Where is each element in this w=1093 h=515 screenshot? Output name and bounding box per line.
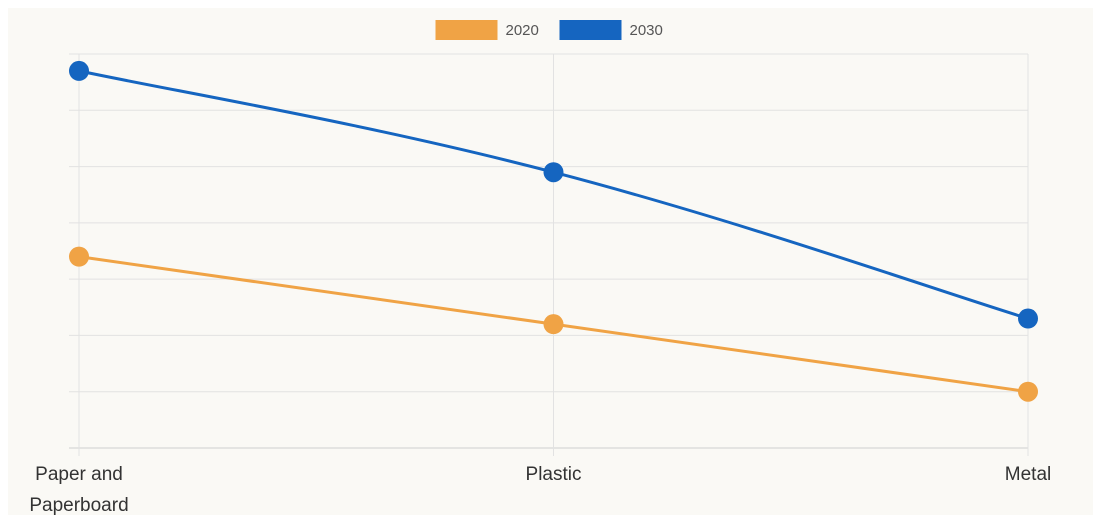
- x-tick-label: Metal: [1005, 464, 1051, 485]
- data-point-2030-0[interactable]: [69, 60, 89, 81]
- data-point-2020-2[interactable]: [1018, 381, 1038, 402]
- legend-label: 2020: [506, 22, 539, 39]
- legend-swatch: [435, 20, 498, 40]
- series-2030: [69, 60, 1038, 329]
- x-axis-ticks: Paper and Paperboard Plastic Metal: [29, 464, 1051, 515]
- legend-item-2030[interactable]: 2030: [559, 20, 663, 40]
- x-tick-label: Paper and Paperboard: [29, 464, 128, 515]
- series-2020: [69, 246, 1038, 402]
- data-point-2020-0[interactable]: [69, 246, 89, 267]
- data-point-2020-1[interactable]: [543, 314, 564, 335]
- data-point-2030-2[interactable]: [1018, 308, 1038, 329]
- x-tick-label: Plastic: [526, 464, 582, 485]
- grid: [69, 53, 1029, 456]
- legend-label: 2030: [630, 22, 663, 39]
- legend[interactable]: 2020 2030: [435, 20, 663, 40]
- series-layer: [69, 60, 1038, 402]
- line-chart: 2020 2030 Paper and Paperboard Plastic Metal: [29, 20, 1051, 515]
- chart-panel: 2020 2030 Paper and Paperboard Plastic Metal: [8, 8, 1093, 515]
- legend-swatch: [559, 20, 622, 40]
- legend-item-2020[interactable]: 2020: [435, 20, 539, 40]
- data-point-2030-1[interactable]: [543, 162, 564, 183]
